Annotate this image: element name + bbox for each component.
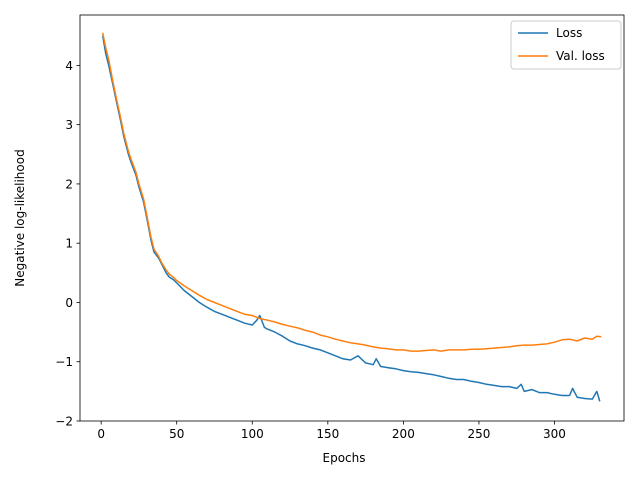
x-axis-label: Epochs	[323, 451, 366, 465]
y-tick-label: 1	[65, 237, 73, 251]
series-line-val-loss	[101, 32, 602, 352]
x-tick-label: 0	[97, 427, 105, 441]
legend: Loss Val. loss	[510, 20, 622, 70]
x-tick-label: 200	[392, 427, 415, 441]
x-tick-label: 50	[169, 427, 184, 441]
x-tick-label: 250	[467, 427, 490, 441]
axes	[79, 14, 625, 422]
legend-label-val-loss: Val. loss	[556, 49, 605, 63]
y-tick-label: 4	[65, 59, 73, 73]
x-tick-label: 300	[543, 427, 566, 441]
y-tick-label: −2	[55, 415, 73, 429]
x-tick-label: 100	[241, 427, 264, 441]
plot-frame	[79, 14, 625, 422]
plot-lines	[101, 32, 602, 402]
y-tick-label: 0	[65, 296, 73, 310]
y-tick-label: 3	[65, 118, 73, 132]
legend-label-loss: Loss	[556, 26, 582, 40]
y-tick-label: −1	[55, 355, 73, 369]
y-tick-label: 2	[65, 177, 73, 191]
y-axis-label: Negative log-likelihood	[13, 149, 27, 286]
x-tick-label: 150	[316, 427, 339, 441]
ticks: 0 50 100 150 200 250 300 −2 −1 0 1 2 3 4	[55, 59, 566, 441]
